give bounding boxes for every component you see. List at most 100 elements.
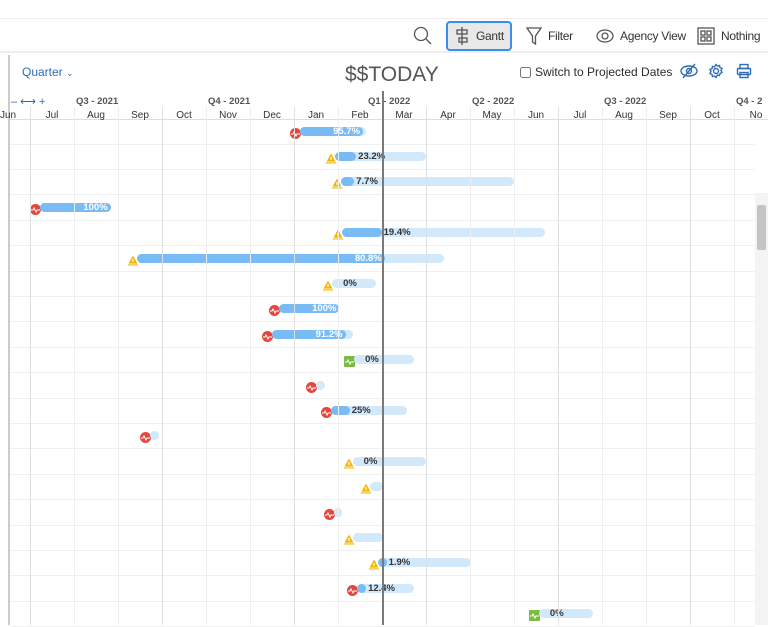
month-gridline bbox=[338, 107, 339, 625]
gantt-panel: Quarter ⌄ $$TODAY Switch to Projected Da… bbox=[0, 55, 768, 627]
task-bar[interactable]: 95.7% bbox=[299, 125, 366, 137]
month-label: Jul bbox=[573, 110, 587, 121]
filter-icon bbox=[526, 27, 542, 46]
month-label: Oct bbox=[176, 110, 192, 121]
quarter-label: Q4 - 2021 bbox=[208, 96, 251, 107]
eye-icon bbox=[596, 29, 614, 43]
month-gridline bbox=[558, 107, 559, 625]
task-bar[interactable]: 1.9% bbox=[377, 557, 472, 569]
nothing-button[interactable]: Nothing bbox=[697, 21, 761, 51]
month-label: May bbox=[482, 110, 502, 121]
top-divider bbox=[0, 18, 768, 19]
month-label: Oct bbox=[704, 110, 720, 121]
month-label: Apr bbox=[440, 110, 456, 121]
month-gridline bbox=[30, 107, 31, 625]
month-gridline bbox=[74, 107, 75, 625]
status-red-icon bbox=[320, 405, 332, 418]
projected-dates-toggle[interactable]: Switch to Projected Dates bbox=[520, 65, 672, 79]
task-progress bbox=[272, 329, 346, 339]
month-gridline bbox=[250, 107, 251, 625]
month-label: Jun bbox=[527, 110, 545, 121]
task-bar[interactable]: 25% bbox=[330, 404, 407, 416]
zoom-level-dropdown[interactable]: Quarter ⌄ bbox=[22, 65, 74, 79]
task-bar[interactable] bbox=[316, 380, 325, 390]
task-progress-label: 12.4% bbox=[368, 583, 395, 594]
task-progress bbox=[342, 228, 382, 238]
task-bar[interactable]: 7.7% bbox=[340, 176, 514, 187]
projected-dates-label: Switch to Projected Dates bbox=[535, 65, 673, 79]
month-gridline bbox=[734, 107, 735, 625]
gear-icon[interactable] bbox=[708, 63, 724, 79]
quarter-label: Q1 - 2022 bbox=[368, 96, 411, 107]
task-bar[interactable]: 80.8% bbox=[137, 253, 444, 264]
month-label: Jun bbox=[0, 110, 17, 121]
month-gridline bbox=[690, 107, 691, 625]
nothing-label: Nothing bbox=[721, 29, 761, 43]
eye-off-icon[interactable] bbox=[680, 63, 698, 79]
search-button[interactable] bbox=[413, 21, 433, 51]
task-bar[interactable]: 0% bbox=[538, 608, 594, 619]
task-bar[interactable]: 0% bbox=[354, 354, 415, 366]
quarter-label: Q3 - 2022 bbox=[604, 96, 647, 107]
task-progress-label: 95.7% bbox=[333, 125, 361, 137]
status-red-icon bbox=[140, 430, 152, 444]
task-bar[interactable]: 23.2% bbox=[335, 150, 426, 162]
today-line bbox=[382, 91, 384, 625]
task-progress-label: 100% bbox=[83, 201, 108, 213]
month-label: Aug bbox=[87, 110, 105, 121]
agency-view-button[interactable]: Agency View bbox=[596, 21, 686, 51]
task-bar[interactable]: 91.2% bbox=[272, 329, 353, 340]
status-warn-icon bbox=[322, 278, 334, 291]
timeline-header: – ⟷ + Jun Jul Aug Sep Oct Nov Dec Jan Feb Mar Apr M… bbox=[0, 93, 768, 121]
task-progress-label: 23.2% bbox=[358, 150, 386, 162]
task-bar[interactable] bbox=[150, 431, 160, 441]
task-progress bbox=[299, 126, 364, 136]
task-bar[interactable] bbox=[333, 507, 342, 517]
task-bar[interactable]: 0% bbox=[332, 278, 377, 289]
task-progress bbox=[340, 177, 355, 187]
month-label: Sep bbox=[131, 110, 149, 121]
month-gridline bbox=[470, 107, 471, 625]
grid-icon bbox=[697, 27, 715, 45]
vertical-scrollbar[interactable] bbox=[755, 193, 768, 625]
month-gridline bbox=[206, 107, 207, 625]
task-bar[interactable] bbox=[370, 482, 384, 492]
chevron-down-icon: ⌄ bbox=[66, 68, 74, 78]
filter-button[interactable]: Filter bbox=[526, 21, 573, 51]
status-warn-icon bbox=[360, 481, 372, 494]
task-progress-label: 19.4% bbox=[383, 227, 411, 239]
task-progress-label: 100% bbox=[312, 303, 337, 315]
quarter-label: Q4 - 2 bbox=[736, 96, 763, 107]
projected-dates-checkbox[interactable] bbox=[520, 66, 531, 78]
status-red-icon bbox=[323, 507, 335, 520]
print-icon[interactable] bbox=[736, 63, 752, 79]
gantt-button[interactable]: Gantt bbox=[446, 21, 512, 51]
month-gridline bbox=[118, 107, 119, 625]
status-warn-icon bbox=[343, 532, 355, 545]
gantt-controls: Quarter ⌄ $$TODAY Switch to Projected Da… bbox=[10, 55, 768, 91]
month-label: Feb bbox=[351, 110, 369, 121]
task-bar[interactable]: 100% bbox=[279, 303, 340, 315]
task-progress-label: 0% bbox=[363, 455, 378, 467]
today-title: $$TODAY bbox=[345, 63, 439, 86]
timeline-zoom-controls[interactable]: – ⟷ + bbox=[11, 96, 46, 108]
task-progress-label: 25% bbox=[351, 404, 371, 416]
scrollbar-thumb[interactable] bbox=[757, 205, 766, 250]
status-green-icon bbox=[528, 608, 540, 622]
status-warn-icon bbox=[331, 176, 343, 189]
status-red-icon bbox=[347, 583, 359, 596]
month-gridline bbox=[646, 107, 647, 625]
task-bar[interactable]: 12.4% bbox=[357, 583, 415, 594]
agency-view-label: Agency View bbox=[620, 29, 686, 43]
task-bar[interactable]: 0% bbox=[352, 455, 426, 467]
task-bar[interactable]: 100% bbox=[40, 201, 111, 213]
task-progress-label: 0% bbox=[365, 354, 379, 366]
task-progress bbox=[137, 253, 385, 263]
toolbar: Gantt Filter Agency View Nothing bbox=[0, 19, 768, 53]
month-label: Jan bbox=[307, 110, 325, 121]
task-bar[interactable]: 19.4% bbox=[342, 227, 545, 239]
status-warn-icon bbox=[368, 557, 380, 570]
month-label: Aug bbox=[615, 110, 633, 121]
task-bar[interactable] bbox=[352, 532, 384, 542]
task-progress-label: 1.9% bbox=[388, 557, 411, 569]
